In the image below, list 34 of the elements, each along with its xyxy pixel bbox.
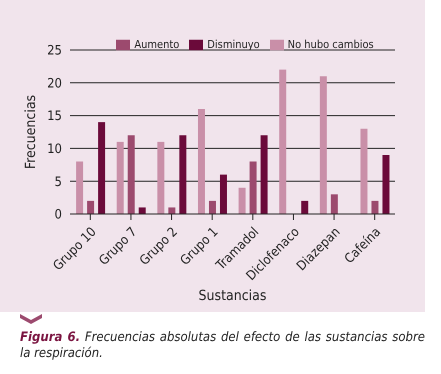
- bar: [360, 128, 368, 214]
- y-tick-label: 15: [47, 109, 62, 124]
- bar: [260, 135, 268, 214]
- bar: [157, 142, 164, 214]
- x-axis-title: Sustancias: [198, 288, 266, 304]
- bar: [179, 135, 186, 214]
- bar: [128, 135, 135, 214]
- text: Figura 6. Frecuencias absolutas del efecto de las sustancias sobre la respiración.: [20, 330, 425, 361]
- bar: [330, 194, 338, 214]
- bar: [250, 162, 257, 214]
- bar: [220, 174, 227, 214]
- bar: [238, 188, 246, 214]
- bar: [98, 122, 106, 214]
- legend-label: No hubo cambios: [288, 38, 374, 52]
- bar: [382, 154, 390, 214]
- y-tick-label: 0: [54, 208, 62, 223]
- bar: [138, 207, 146, 214]
- y-axis-title: Frecuencias: [22, 94, 39, 170]
- bar: [371, 200, 378, 214]
- y-tick-label: 25: [47, 44, 62, 59]
- bar: [320, 76, 327, 214]
- bar: [198, 109, 205, 214]
- bar: [301, 200, 308, 214]
- bar: [208, 200, 216, 214]
- y-tick-label: 10: [47, 142, 62, 158]
- legend-label: Aumento: [134, 38, 180, 52]
- y-tick-label: 20: [47, 76, 62, 92]
- bar: [168, 207, 176, 214]
- bar: [87, 200, 94, 214]
- bar: [279, 70, 286, 214]
- bar: [116, 142, 124, 214]
- bar: [76, 162, 84, 214]
- y-tick-label: 5: [54, 174, 62, 190]
- legend-label: Disminuyo: [207, 38, 260, 52]
